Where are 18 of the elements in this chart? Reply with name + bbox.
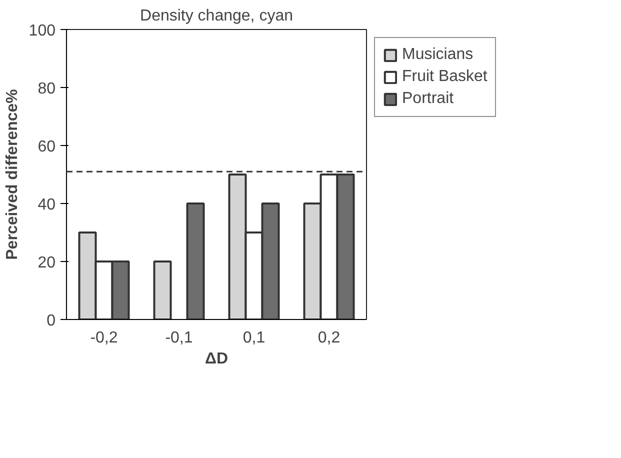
y-tick-label: 40 [38, 196, 56, 214]
y-tick-label: 20 [38, 254, 56, 272]
bar [153, 260, 172, 320]
y-tick-label: 100 [28, 22, 56, 40]
x-axis-title: ΔD [204, 350, 228, 368]
y-axis-title: Perceived difference% [4, 89, 21, 260]
legend-label: Musicians [402, 46, 474, 64]
x-tick-label: -0,1 [165, 330, 193, 346]
legend-label: Fruit Basket [402, 68, 488, 86]
legend-label: Portrait [402, 90, 454, 108]
y-tick-label: 80 [38, 80, 56, 98]
bar [186, 202, 205, 320]
x-tick-label: -0,2 [90, 330, 118, 346]
x-tick-label: 0,1 [242, 330, 266, 346]
y-tick-label: 0 [46, 312, 56, 330]
x-tick-label: 0,2 [318, 330, 340, 346]
chart-title: Density change, cyan [140, 8, 293, 24]
y-tick-label: 60 [38, 138, 56, 156]
